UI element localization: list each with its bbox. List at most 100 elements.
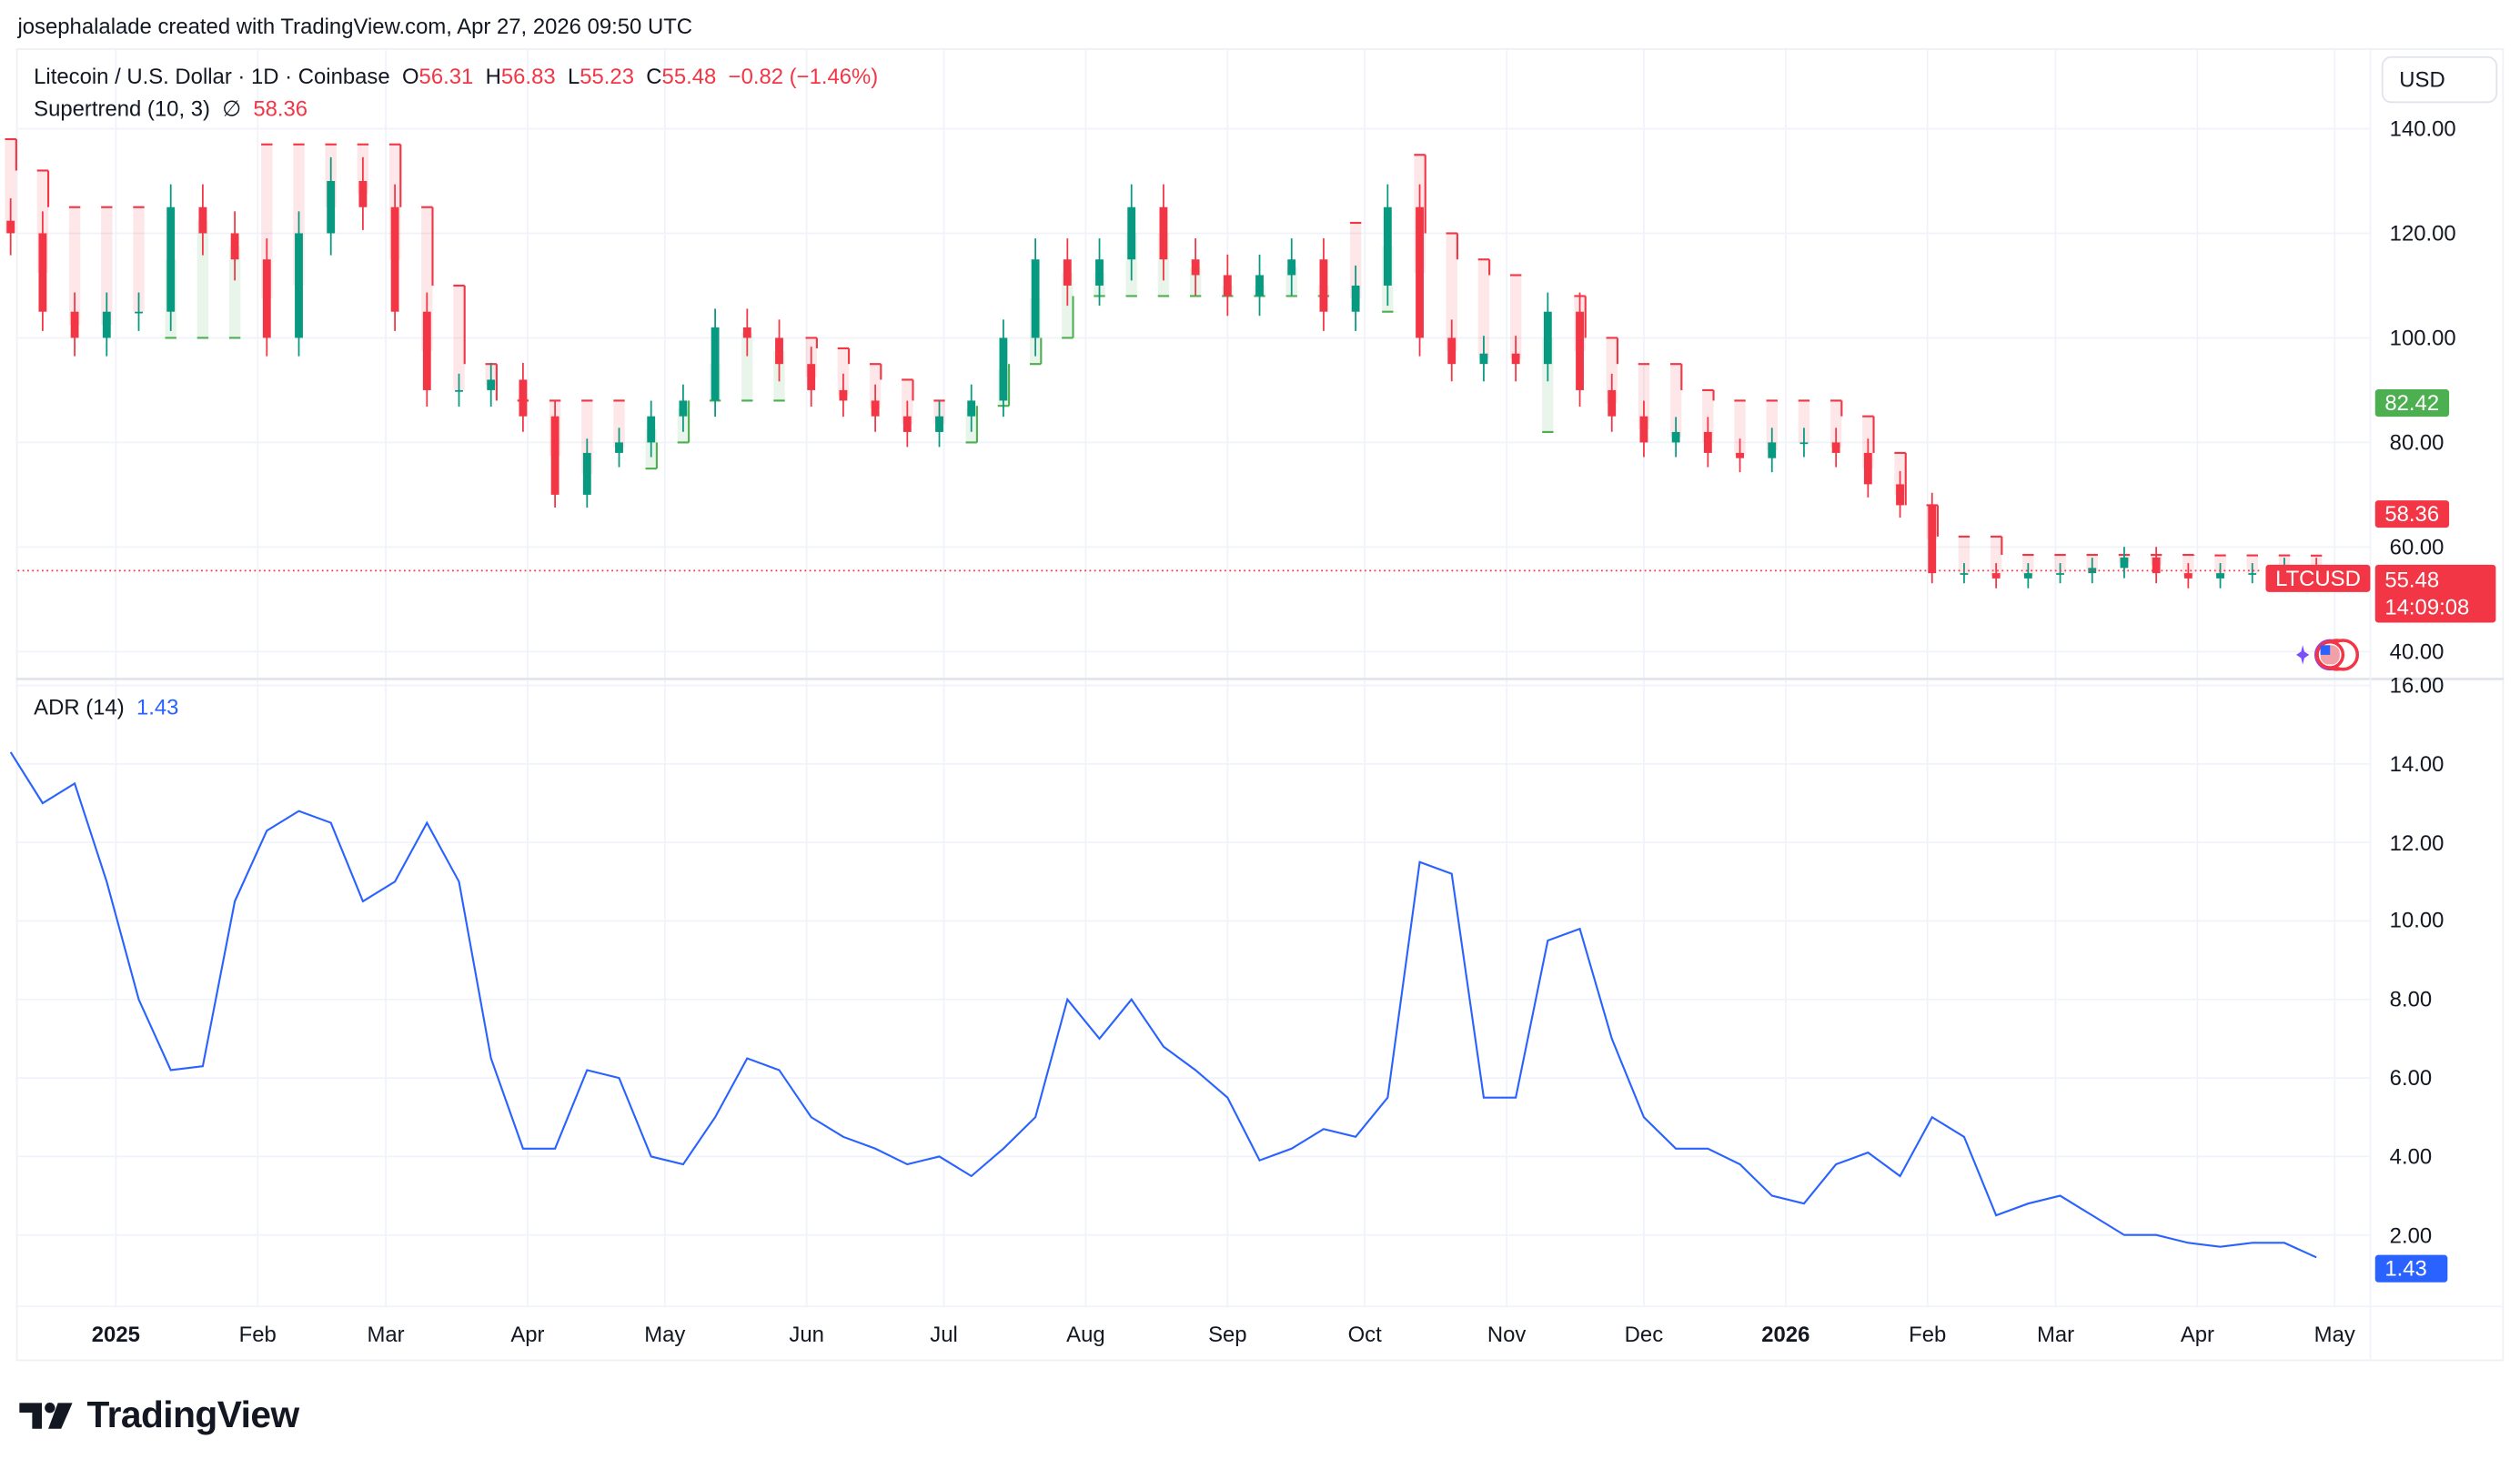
- candle-body: [198, 206, 207, 234]
- supertrend-fill: [613, 400, 625, 448]
- time-tick-label: Mar: [2036, 1322, 2075, 1347]
- change-value: −0.82 (−1.46%): [728, 64, 879, 89]
- time-tick-label: May: [2313, 1322, 2355, 1347]
- supertrend-fill: [1830, 400, 1842, 448]
- candle-body: [1608, 389, 1617, 417]
- candle-body: [358, 180, 368, 207]
- time-tick-label: Aug: [1066, 1322, 1105, 1347]
- candle-body: [742, 327, 751, 338]
- candle-body: [2023, 573, 2032, 579]
- supertrend-fill: [1766, 400, 1778, 451]
- candle-body: [1127, 206, 1136, 260]
- candle-body: [1768, 442, 1777, 458]
- adr-tick-label: 4.00: [2389, 1144, 2433, 1169]
- candle-body: [519, 379, 528, 417]
- candle-body: [550, 416, 559, 495]
- hidden-values-icon[interactable]: ∅: [222, 96, 242, 121]
- supertrend-value: 58.36: [253, 96, 308, 121]
- candle-body: [295, 233, 303, 338]
- open-label: O: [401, 64, 419, 89]
- price-tick-label: 80.00: [2389, 430, 2444, 455]
- candle-body: [1831, 442, 1840, 453]
- supertrend-fill: [1669, 364, 1682, 438]
- time-tick-label: May: [644, 1322, 686, 1347]
- tradingview-logo[interactable]: TradingView: [19, 1393, 300, 1437]
- credit-text: josephalalade created with TradingView.c…: [17, 14, 693, 39]
- adr-tick-label: 16.00: [2389, 673, 2444, 698]
- time-tick-label: Dec: [1624, 1322, 1664, 1347]
- candle-body: [679, 400, 688, 417]
- candle-body: [1639, 416, 1648, 443]
- adr-label: ADR (14): [34, 695, 125, 719]
- supertrend-fill: [1509, 275, 1522, 359]
- time-tick-label: Apr: [2180, 1322, 2214, 1347]
- time-tick-label: Oct: [1347, 1322, 1382, 1347]
- candle-body: [1928, 505, 1937, 574]
- time-tick-label: 2026: [1761, 1322, 1810, 1347]
- candle-body: [1799, 442, 1809, 445]
- candle-body: [1287, 259, 1296, 276]
- candle-body: [135, 311, 143, 314]
- candle-body: [1576, 311, 1584, 390]
- candle-body: [1255, 275, 1264, 297]
- supertrend-fill: [453, 285, 465, 390]
- supertrend-up-badge: 82.42: [2374, 389, 2449, 418]
- time-tick-label: Feb: [238, 1322, 277, 1347]
- adr-badge: 1.43: [2374, 1254, 2448, 1283]
- economic-events-icon[interactable]: [2292, 637, 2360, 680]
- tradingview-logo-icon: [19, 1402, 73, 1428]
- candle-body: [2248, 573, 2257, 575]
- candle-body: [871, 400, 880, 417]
- candle-body: [1703, 431, 1712, 453]
- last-price-badge: 55.48 14:09:08: [2374, 564, 2496, 623]
- candle-body: [1031, 259, 1040, 338]
- candle-body: [2152, 557, 2161, 574]
- close-label: C: [646, 64, 662, 89]
- chart-frame[interactable]: [15, 48, 2505, 1362]
- supertrend-fill: [1349, 222, 1362, 299]
- supertrend-fill: [197, 220, 209, 338]
- candle-body: [647, 416, 656, 443]
- time-tick-label: Feb: [1909, 1322, 1947, 1347]
- adr-tick-label: 2.00: [2389, 1222, 2433, 1247]
- time-tick-label: Apr: [510, 1322, 545, 1347]
- candle-body: [582, 452, 591, 495]
- candle-body: [1447, 337, 1457, 365]
- price-tick-label: 100.00: [2389, 326, 2456, 350]
- candle-body: [2183, 573, 2192, 579]
- candle-body: [1960, 573, 1969, 575]
- candle-body: [2120, 557, 2129, 568]
- adr-line: [9, 751, 2317, 1259]
- supertrend-legend[interactable]: Supertrend (10, 3) ∅ 58.36: [34, 96, 307, 122]
- adr-tick-label: 10.00: [2389, 909, 2444, 933]
- close-value: 55.48: [661, 64, 717, 89]
- candle-body: [2088, 568, 2097, 574]
- symbol-legend[interactable]: Litecoin / U.S. Dollar · 1D · Coinbase O…: [34, 65, 878, 89]
- candle-body: [262, 259, 271, 338]
- candle-body: [1159, 206, 1168, 260]
- candle-body: [327, 180, 336, 234]
- supertrend-fill: [1446, 233, 1457, 351]
- candle-body: [1896, 484, 1904, 506]
- candle-body: [2216, 573, 2224, 579]
- supertrend-fill: [1702, 389, 1714, 443]
- currency-button[interactable]: USD: [2381, 55, 2498, 104]
- adr-legend[interactable]: ADR (14) 1.43: [34, 695, 178, 719]
- candle-body: [1543, 311, 1552, 365]
- time-tick-label: Jun: [789, 1322, 824, 1347]
- symbol-badge: LTCUSD: [2265, 564, 2371, 592]
- symbol-title: Litecoin / U.S. Dollar · 1D · Coinbase: [34, 64, 390, 89]
- supertrend-fill: [68, 206, 81, 326]
- brand-name: TradingView: [86, 1393, 300, 1435]
- candle-body: [1351, 285, 1360, 312]
- candle-body: [839, 389, 848, 401]
- price-tick-label: 120.00: [2389, 221, 2456, 246]
- candle-body: [1063, 259, 1072, 286]
- time-tick-label: 2025: [91, 1322, 140, 1347]
- candle-body: [487, 379, 496, 390]
- adr-tick-label: 6.00: [2389, 1065, 2433, 1091]
- supertrend-fill: [1958, 536, 1971, 574]
- price-tick-label: 60.00: [2389, 535, 2444, 559]
- price-tick-label: 140.00: [2389, 116, 2456, 141]
